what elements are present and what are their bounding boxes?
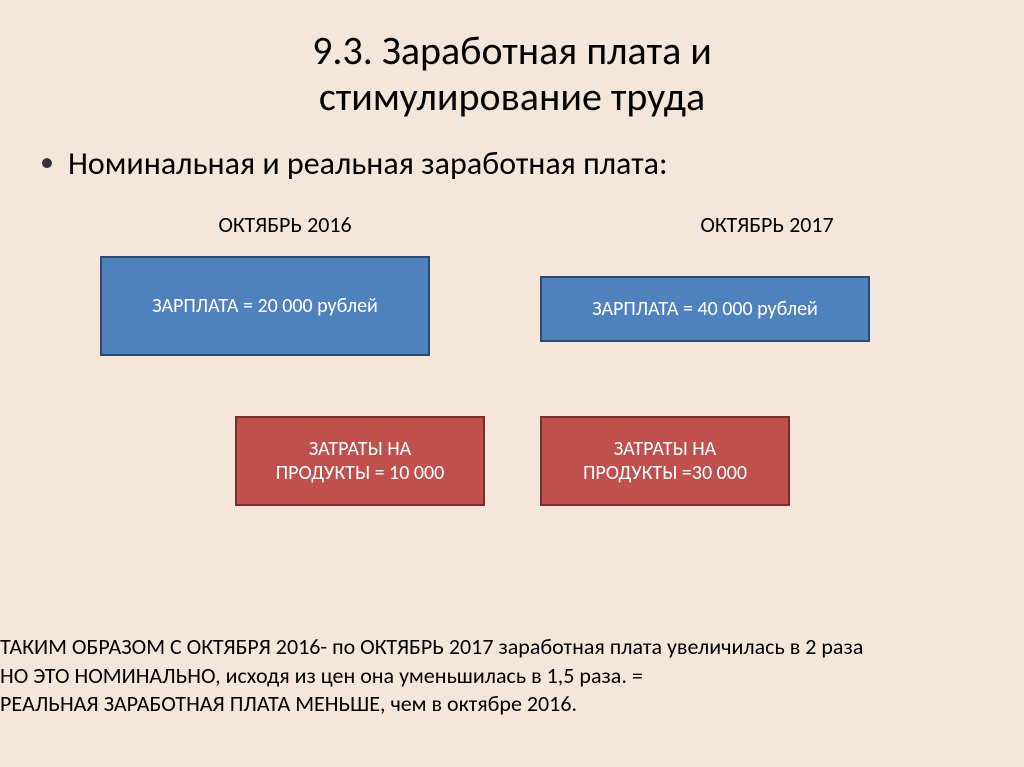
cost-box-right: ЗАТРАТЫ НА ПРОДУКТЫ =30 000: [540, 416, 790, 506]
bullet-text: Номинальная и реальная заработная плата:: [68, 144, 668, 183]
cost-row: ЗАТРАТЫ НА ПРОДУКТЫ = 10 000 ЗАТРАТЫ НА …: [0, 416, 1024, 516]
bullet-icon: •: [40, 144, 54, 180]
bullet-row: • Номинальная и реальная заработная плат…: [0, 120, 1024, 183]
cost-box-left: ЗАТРАТЫ НА ПРОДУКТЫ = 10 000: [235, 416, 485, 506]
col-header-right: ОКТЯБРЬ 2017: [510, 211, 1024, 238]
footer-l1: ТАКИМ ОБРАЗОМ С ОКТЯБРЯ 2016- по ОКТЯБРЬ…: [0, 633, 863, 662]
cost-right-l1: ЗАТРАТЫ НА: [614, 437, 717, 461]
footer-l3: РЕАЛЬНАЯ ЗАРАБОТНАЯ ПЛАТА МЕНЬШЕ, чем в …: [0, 690, 863, 719]
salary-box-left: ЗАРПЛАТА = 20 000 рублей: [100, 256, 430, 356]
cost-right-text: ЗАТРАТЫ НА ПРОДУКТЫ =30 000: [583, 437, 747, 485]
salary-row: ЗАРПЛАТА = 20 000 рублей ЗАРПЛАТА = 40 0…: [0, 256, 1024, 386]
title-line1: 9.3. Заработная плата и: [312, 26, 712, 75]
footer-text: ТАКИМ ОБРАЗОМ С ОКТЯБРЯ 2016- по ОКТЯБРЬ…: [0, 633, 863, 719]
cost-left-l1: ЗАТРАТЫ НА: [309, 437, 412, 461]
slide-title: 9.3. Заработная плата и стимулирование т…: [0, 0, 1024, 120]
title-line2: стимулирование труда: [319, 72, 705, 121]
cost-left-l2: ПРОДУКТЫ = 10 000: [276, 461, 445, 485]
cost-right-l2: ПРОДУКТЫ =30 000: [583, 461, 747, 485]
salary-box-right: ЗАРПЛАТА = 40 000 рублей: [540, 276, 870, 342]
column-headers: ОКТЯБРЬ 2016 ОКТЯБРЬ 2017: [0, 183, 1024, 238]
col-header-left: ОКТЯБРЬ 2016: [0, 211, 510, 238]
footer-l2: НО ЭТО НОМИНАЛЬНО, исходя из цен она уме…: [0, 662, 863, 691]
cost-left-text: ЗАТРАТЫ НА ПРОДУКТЫ = 10 000: [276, 437, 445, 485]
